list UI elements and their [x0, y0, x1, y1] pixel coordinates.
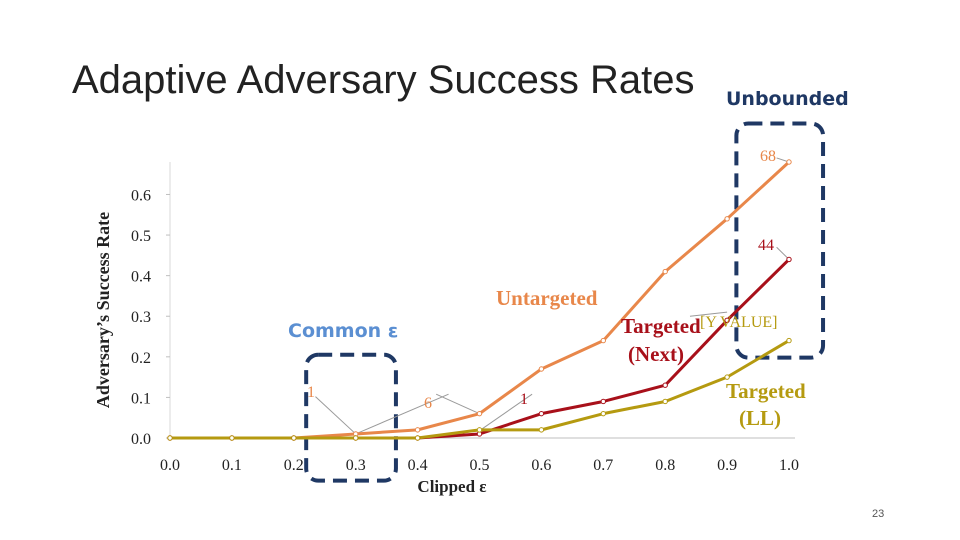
- x-tick-label: 0.1: [222, 457, 242, 474]
- leader-lines: [315, 157, 790, 435]
- point-targeted-ll: [786, 337, 792, 344]
- tick-labels: 0.0 0.1 0.2 0.3 0.4 0.5 0.6 0.0 0.1 0.2 0.3 0.4 0.5 0…: [131, 187, 799, 474]
- point-targeted-next: [786, 256, 792, 263]
- point-targeted-ll: [600, 410, 606, 417]
- point-targeted-next: [662, 382, 668, 388]
- series-lines: [170, 160, 791, 440]
- x-tick-label: 0.9: [717, 457, 737, 474]
- leader-common-c: [479, 393, 533, 432]
- common-epsilon-label: Common ε: [288, 320, 399, 342]
- point-targeted-ll: [662, 398, 668, 405]
- page-title: Adaptive Adversary Success Rates: [72, 58, 695, 102]
- x-tick-label: 0.2: [284, 457, 304, 474]
- data-label-targeted-next-end: 44: [758, 237, 774, 254]
- point-untargeted: [724, 216, 730, 222]
- unbounded-label: Unbounded: [726, 88, 849, 110]
- x-tick-label: 0.8: [655, 457, 675, 474]
- highlight-boxes: [304, 121, 826, 483]
- point-targeted-next: [724, 317, 730, 323]
- y-tick-label: 0.2: [131, 350, 151, 367]
- common-epsilon-box: [304, 352, 398, 483]
- x-tick-label: 0.5: [470, 457, 490, 474]
- x-tick-label: 0.0: [160, 457, 180, 474]
- data-label-targeted-ll-end: [Y VALUE]: [700, 314, 777, 331]
- unbounded-box: [734, 121, 826, 360]
- leader-common-b2: [355, 393, 449, 435]
- point-targeted-next: [538, 410, 545, 417]
- point-targeted-ll: [167, 435, 173, 441]
- point-targeted-ll: [353, 435, 359, 441]
- data-label-common-c: 1: [520, 391, 528, 408]
- point-targeted-next: [600, 398, 606, 405]
- point-untargeted: [662, 268, 668, 275]
- series-line-targeted-ll: [170, 339, 790, 440]
- point-targeted-ll: [538, 427, 545, 433]
- point-untargeted: [786, 159, 792, 165]
- x-tick-label: 1.0: [779, 457, 799, 474]
- y-tick-label: 0.5: [131, 228, 151, 245]
- data-label-common-b: 6: [424, 395, 432, 412]
- point-targeted-ll: [724, 374, 730, 380]
- x-tick-label: 0.4: [408, 457, 428, 474]
- point-untargeted: [476, 410, 483, 417]
- point-targeted-ll: [476, 427, 483, 433]
- series-label-targeted-ll-line1: Targeted: [726, 379, 806, 403]
- series-points: [167, 159, 792, 441]
- y-axis-title: Adversary’s Success Rate: [93, 212, 113, 408]
- annotations: Adversary’s Success Rate Clipped ε Untar…: [93, 148, 806, 496]
- leader-common-a: [315, 396, 357, 435]
- series-label-targeted-next-line2: (Next): [628, 342, 684, 366]
- series-label-targeted-ll-line2: (LL): [739, 406, 781, 430]
- y-tick-label: 0.4: [131, 269, 151, 286]
- point-untargeted: [414, 427, 421, 433]
- y-tick-label: 0.6: [131, 187, 151, 204]
- series-line-untargeted: [170, 160, 791, 440]
- leader-targeted-next-end: [776, 246, 790, 260]
- leader-targeted-ll-end: [689, 311, 728, 317]
- leader-common-b: [435, 393, 480, 415]
- x-tick-label: 0.3: [346, 457, 366, 474]
- data-label-untargeted-end: 68: [760, 148, 776, 165]
- data-label-common-a: 1: [307, 384, 315, 401]
- point-targeted-ll: [291, 435, 297, 441]
- y-tick-label: 0.0: [131, 431, 151, 448]
- chart-axes: [166, 162, 795, 439]
- point-targeted-ll: [414, 435, 421, 441]
- series-label-targeted-next-line1: Targeted: [621, 314, 701, 338]
- x-tick-label: 0.6: [531, 457, 551, 474]
- y-tick-label: 0.1: [131, 390, 151, 407]
- x-axis-title: Clipped ε: [417, 477, 486, 496]
- series-label-untargeted: Untargeted: [496, 286, 598, 310]
- y-tick-label: 0.3: [131, 309, 151, 326]
- point-targeted-ll: [229, 435, 235, 441]
- point-untargeted: [538, 366, 545, 372]
- slide-number: 23: [872, 508, 885, 520]
- point-untargeted: [600, 337, 606, 344]
- x-tick-label: 0.7: [593, 457, 613, 474]
